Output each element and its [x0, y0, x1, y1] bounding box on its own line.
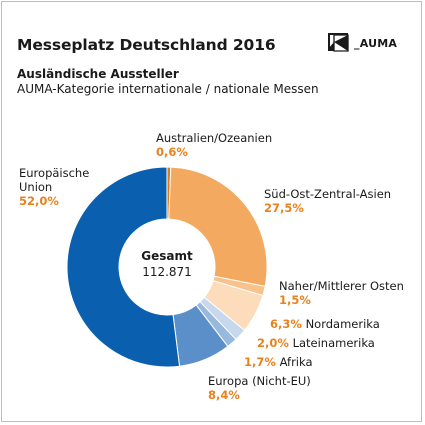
label-asien-pct: 27,5%: [264, 201, 304, 215]
label-eu-pct: 52,0%: [19, 194, 59, 208]
label-eu: Europäische Union 52,0%: [19, 166, 89, 208]
donut-slice-europ-ische-union: [66, 166, 181, 368]
label-afrika-pct: 1,7%: [244, 355, 276, 369]
chart-title: Messeplatz Deutschland 2016: [17, 36, 276, 54]
label-nahost: Naher/Mittlerer Osten 1,5%: [279, 279, 404, 307]
label-lateinamerika: 2,0% Lateinamerika: [257, 336, 375, 350]
label-europa-pct: 8,4%: [208, 388, 240, 402]
label-nahost-pct: 1,5%: [279, 293, 311, 307]
label-nordamerika-name: Nordamerika: [305, 317, 380, 331]
label-afrika-name: Afrika: [279, 355, 313, 369]
label-eu-name-1: Europäische: [19, 166, 90, 180]
donut-center-label: Gesamt: [141, 249, 193, 263]
donut-center-value: 112.871: [142, 265, 192, 279]
label-australien-pct: 0,6%: [156, 145, 188, 159]
label-afrika: 1,7% Afrika: [244, 355, 313, 369]
label-lateinamerika-name: Lateinamerika: [292, 336, 375, 350]
label-europa-name: Europa (Nicht-EU): [208, 374, 311, 388]
chart-subtitle: Ausländische Aussteller: [17, 67, 179, 81]
donut-slice-s-d-ost-zentral-asien: [168, 166, 268, 287]
label-lateinamerika-pct: 2,0%: [257, 336, 289, 350]
label-asien: Süd-Ost-Zentral-Asien 27,5%: [264, 187, 391, 215]
label-asien-name: Süd-Ost-Zentral-Asien: [264, 187, 392, 201]
label-australien-name: Australien/Ozeanien: [156, 131, 273, 145]
label-eu-name-2: Union: [19, 180, 53, 194]
auma-logo-icon: [328, 33, 349, 52]
label-nahost-name: Naher/Mittlerer Osten: [279, 279, 404, 293]
chart-caption: AUMA-Kategorie internationale / national…: [17, 82, 319, 96]
label-nordamerika-pct: 6,3%: [270, 317, 302, 331]
label-europa: Europa (Nicht-EU) 8,4%: [208, 374, 311, 402]
label-australien: Australien/Ozeanien 0,6%: [156, 131, 272, 159]
auma-logo-text: _AUMA: [354, 37, 398, 50]
label-nordamerika: 6,3% Nordamerika: [270, 317, 380, 331]
donut-chart: [66, 166, 268, 368]
